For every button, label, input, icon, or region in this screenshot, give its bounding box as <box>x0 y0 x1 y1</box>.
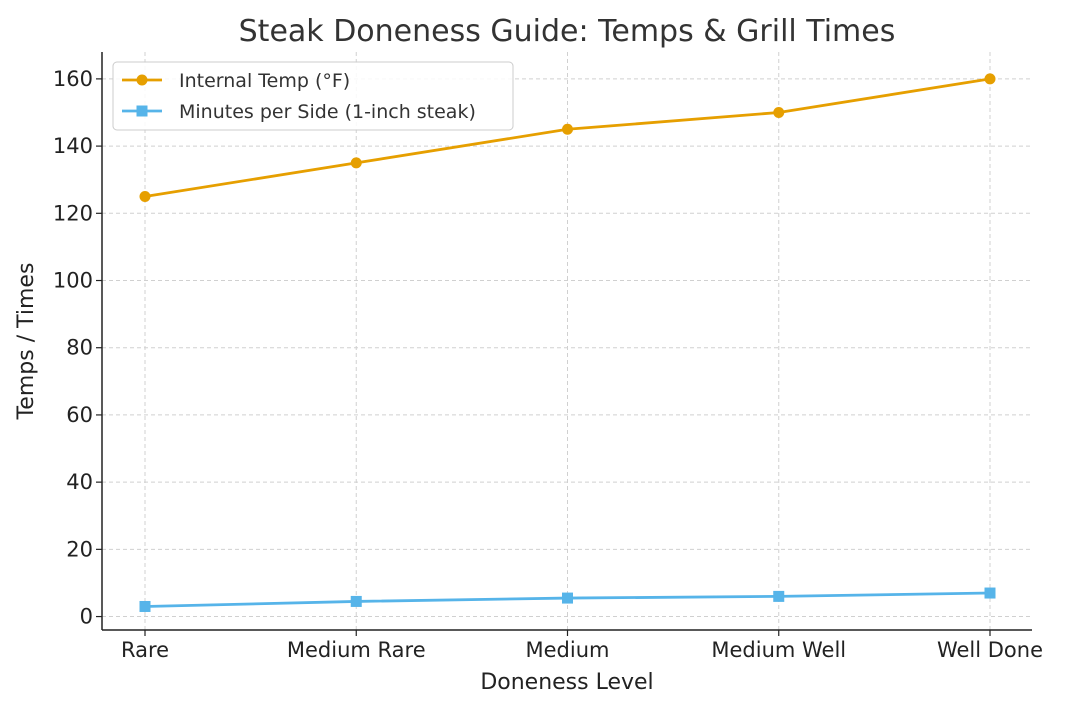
legend: Internal Temp (°F) Minutes per Side (1-in… <box>112 61 514 131</box>
legend-box <box>112 61 514 131</box>
x-tick-label: Well Done <box>937 638 1043 662</box>
y-tick-label: 40 <box>66 470 93 494</box>
x-tick-label: Rare <box>121 638 169 662</box>
data-point <box>350 157 362 169</box>
y-ticks: 0 20 40 60 80 100 120 140 160 <box>53 67 102 629</box>
x-tick-label: Medium Rare <box>287 638 426 662</box>
data-point <box>562 592 573 604</box>
data-point <box>984 73 996 85</box>
data-point <box>350 595 362 607</box>
y-tick-label: 80 <box>66 336 93 360</box>
legend-marker <box>136 74 148 86</box>
data-point <box>773 590 785 602</box>
x-ticks: Rare Medium Rare Medium Medium Well Well Don… <box>121 630 1043 662</box>
y-tick-label: 100 <box>53 269 93 293</box>
x-tick-label: Medium <box>526 638 610 662</box>
legend-label: Minutes per Side (1-inch steak) <box>179 101 476 123</box>
y-tick-label: 160 <box>53 67 93 91</box>
y-tick-label: 120 <box>53 201 93 225</box>
data-point <box>139 191 151 202</box>
chart-title: Steak Doneness Guide: Temps & Grill Time… <box>239 14 896 49</box>
y-axis-label: Temps / Times <box>14 263 39 421</box>
x-axis-label: Doneness Level <box>480 670 653 695</box>
legend-label: Internal Temp (°F) <box>179 70 350 92</box>
x-tick-label: Medium Well <box>711 638 846 662</box>
data-point <box>984 587 996 599</box>
grid-lines <box>102 52 1032 630</box>
y-tick-label: 140 <box>53 134 93 158</box>
y-tick-label: 0 <box>80 605 93 629</box>
data-point <box>139 600 151 612</box>
legend-marker <box>136 105 148 117</box>
data-point <box>562 123 573 135</box>
y-tick-label: 20 <box>66 537 93 561</box>
y-tick-label: 60 <box>66 403 93 427</box>
series-group <box>139 73 996 612</box>
data-point <box>773 106 785 118</box>
